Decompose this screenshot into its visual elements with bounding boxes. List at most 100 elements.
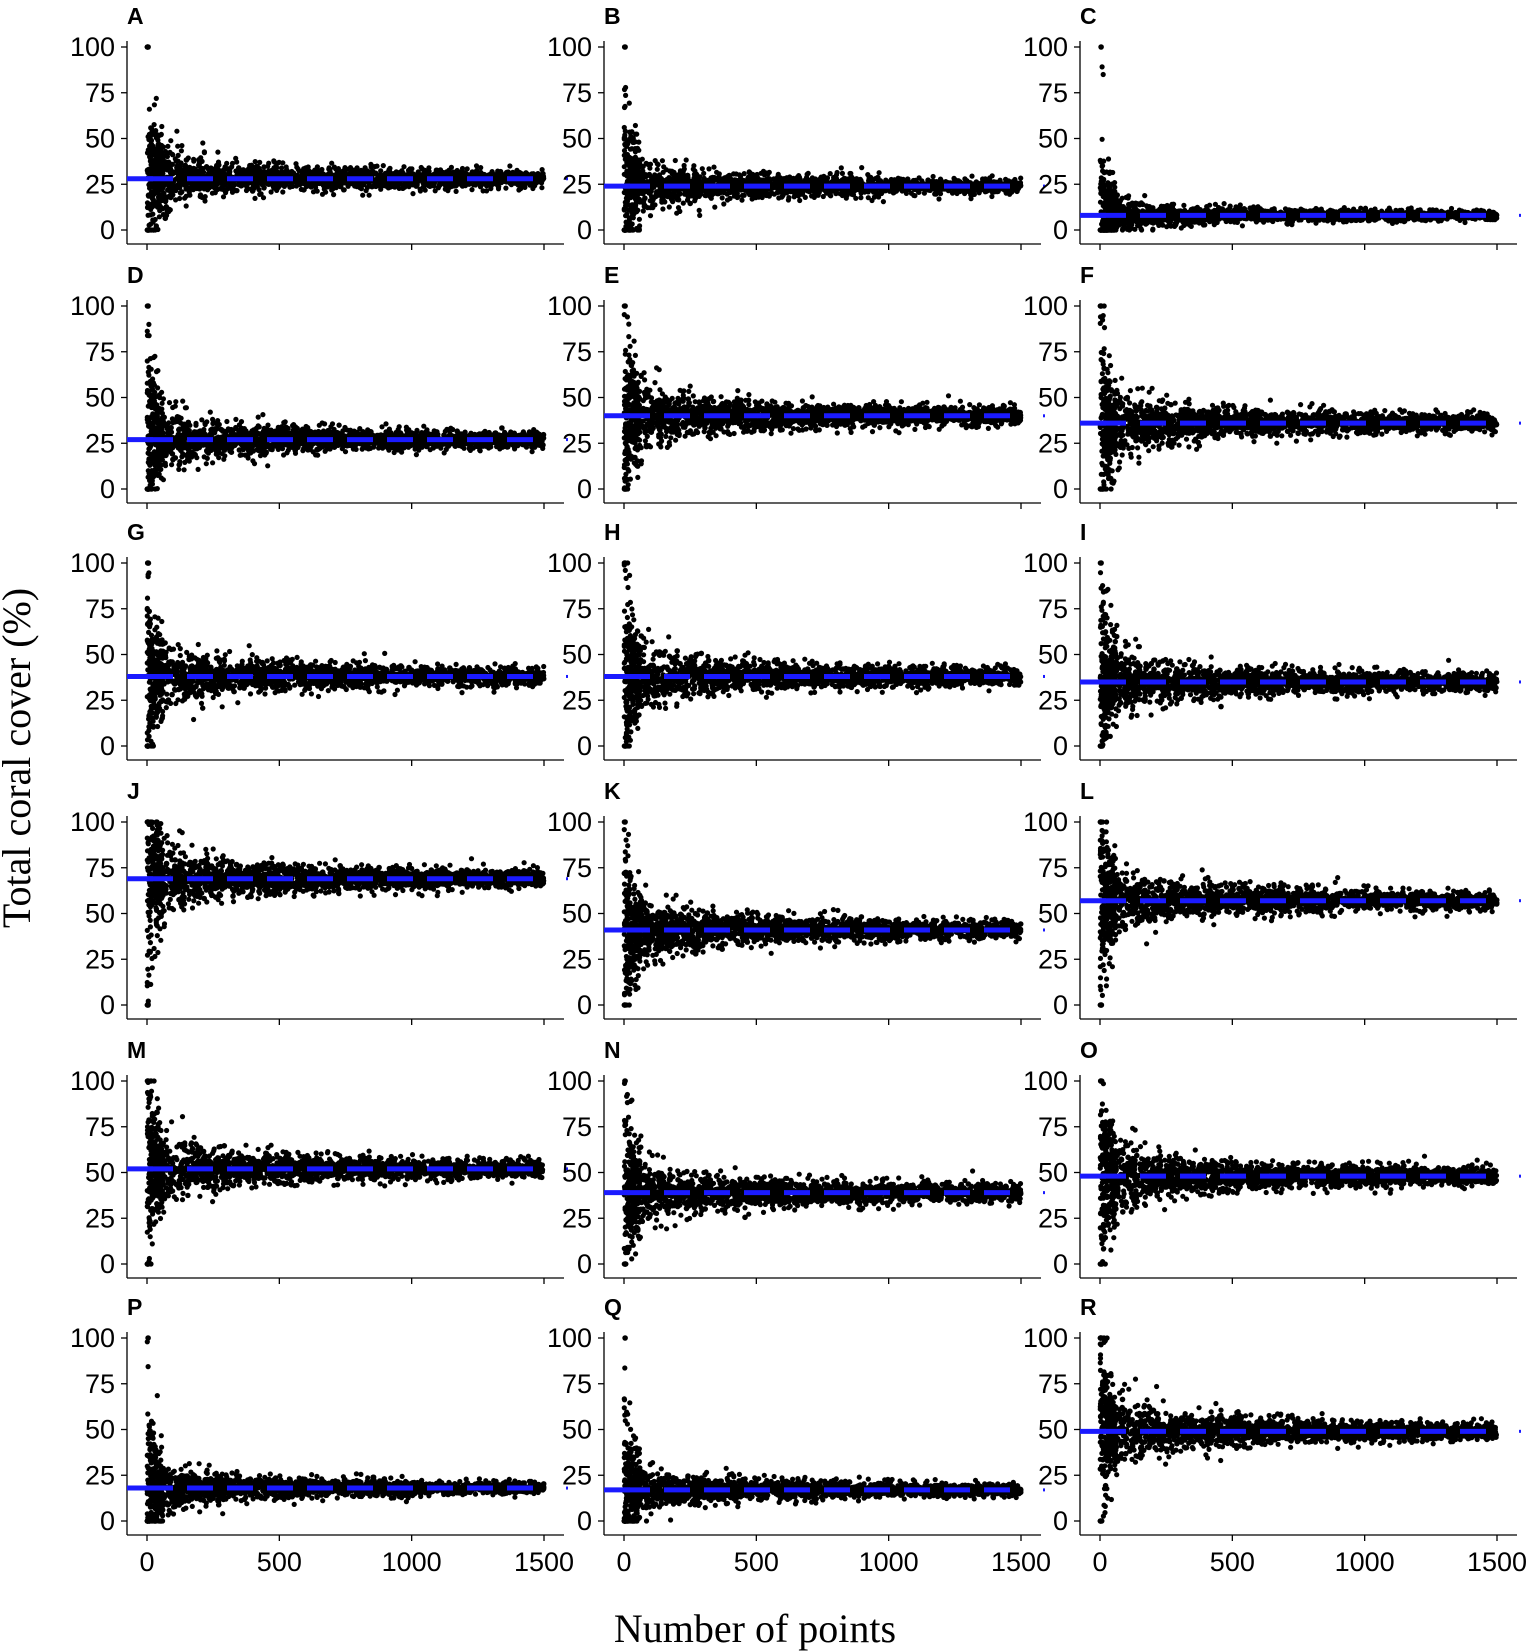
scatter-point: [687, 189, 694, 196]
scatter-point: [853, 195, 859, 201]
scatter-point: [676, 171, 683, 177]
scatter-point: [858, 195, 864, 201]
scatter-point: [838, 165, 844, 171]
scatter-point: [198, 155, 204, 161]
scatter-point: [652, 202, 658, 208]
y-tick-label: 75: [85, 78, 115, 108]
scatter-point: [333, 172, 340, 179]
scatter-point: [144, 200, 151, 206]
scatter-point: [968, 196, 974, 202]
scatter-point: [537, 172, 543, 179]
outlier-point-min: [622, 227, 628, 233]
scatter-point: [156, 214, 162, 220]
scatter-point: [436, 182, 443, 188]
scatter-point: [630, 202, 636, 208]
scatter-point: [264, 171, 271, 177]
scatter-point: [290, 183, 296, 189]
scatter-point: [987, 175, 993, 181]
scatter-point: [156, 203, 162, 209]
scatter-points: [1097, 44, 1500, 233]
scatter-point: [201, 149, 207, 155]
scatter-point: [989, 193, 995, 200]
scatter-point: [363, 188, 369, 194]
scatter-point: [503, 185, 509, 191]
scatter-point: [624, 172, 630, 179]
scatter-point: [507, 163, 513, 169]
scatter-point: [268, 189, 274, 195]
scatter-point: [238, 183, 244, 189]
scatter-point: [628, 195, 634, 201]
y-tick-label: 25: [85, 169, 115, 199]
scatter-point: [621, 152, 627, 158]
scatter-point: [776, 179, 782, 186]
scatter-point: [662, 192, 669, 199]
scatter-point: [687, 200, 693, 207]
scatter-point: [833, 190, 839, 197]
scatter-point: [374, 163, 380, 169]
panel-letter-c: C: [1080, 3, 1097, 29]
scatter-point: [362, 167, 368, 174]
scatter-point: [150, 227, 156, 233]
scatter-point: [623, 92, 629, 98]
scatter-point: [249, 188, 256, 194]
scatter-point: [156, 154, 162, 160]
scatter-point: [647, 213, 654, 219]
scatter-point: [331, 192, 337, 198]
scatter-point: [765, 171, 771, 177]
scatter-point: [153, 95, 159, 101]
scatter-point: [149, 158, 155, 164]
scatter-point: [522, 180, 529, 187]
y-tick-label: 100: [70, 32, 115, 62]
scatter-point: [156, 168, 162, 175]
scatter-point: [706, 166, 712, 172]
scatter-point: [628, 157, 634, 163]
scatter-point: [666, 204, 672, 210]
scatter-point: [274, 169, 281, 175]
scatter-point: [469, 187, 475, 193]
scatter-point: [962, 176, 968, 182]
scatter-point: [636, 163, 642, 169]
scatter-point: [634, 145, 641, 151]
scatter-point: [712, 204, 718, 210]
scatter-point: [685, 174, 691, 181]
scatter-point: [889, 181, 895, 188]
scatter-point: [876, 170, 882, 176]
scatter-point: [301, 175, 308, 181]
scatter-point: [294, 164, 300, 170]
scatter-point: [937, 176, 944, 182]
scatter-point: [930, 173, 936, 180]
scatter-point: [632, 139, 639, 145]
scatter-point: [654, 166, 660, 172]
scatter-point: [174, 169, 180, 176]
scatter-point: [151, 102, 157, 108]
scatter-point: [224, 160, 230, 166]
scatter-point: [252, 159, 258, 165]
scatter-point: [168, 138, 174, 144]
scatter-point: [637, 199, 643, 205]
scatter-point: [380, 163, 386, 169]
scatter-point: [338, 176, 345, 183]
scatter-point: [153, 223, 159, 229]
scatter-point: [647, 161, 654, 167]
scatter-point: [621, 104, 628, 111]
scatter-point: [640, 208, 646, 214]
scatter-point: [680, 176, 686, 183]
scatter-point: [401, 164, 407, 170]
scatter-point: [388, 180, 394, 187]
scatter-point: [158, 131, 164, 137]
y-tick-label: 100: [1023, 32, 1068, 62]
scatter-point: [175, 143, 181, 149]
scatter-point: [650, 197, 656, 203]
scatter-point: [636, 216, 643, 222]
scatter-point: [627, 162, 634, 168]
scatter-point: [622, 128, 628, 134]
scatter-point: [711, 190, 718, 196]
scatter-point: [197, 193, 203, 200]
scatter-point: [1016, 182, 1022, 188]
scatter-point: [329, 160, 335, 166]
scatter-point: [812, 179, 818, 185]
scatter-point: [633, 131, 639, 137]
scatter-point: [156, 197, 162, 203]
scatter-point: [159, 123, 165, 130]
